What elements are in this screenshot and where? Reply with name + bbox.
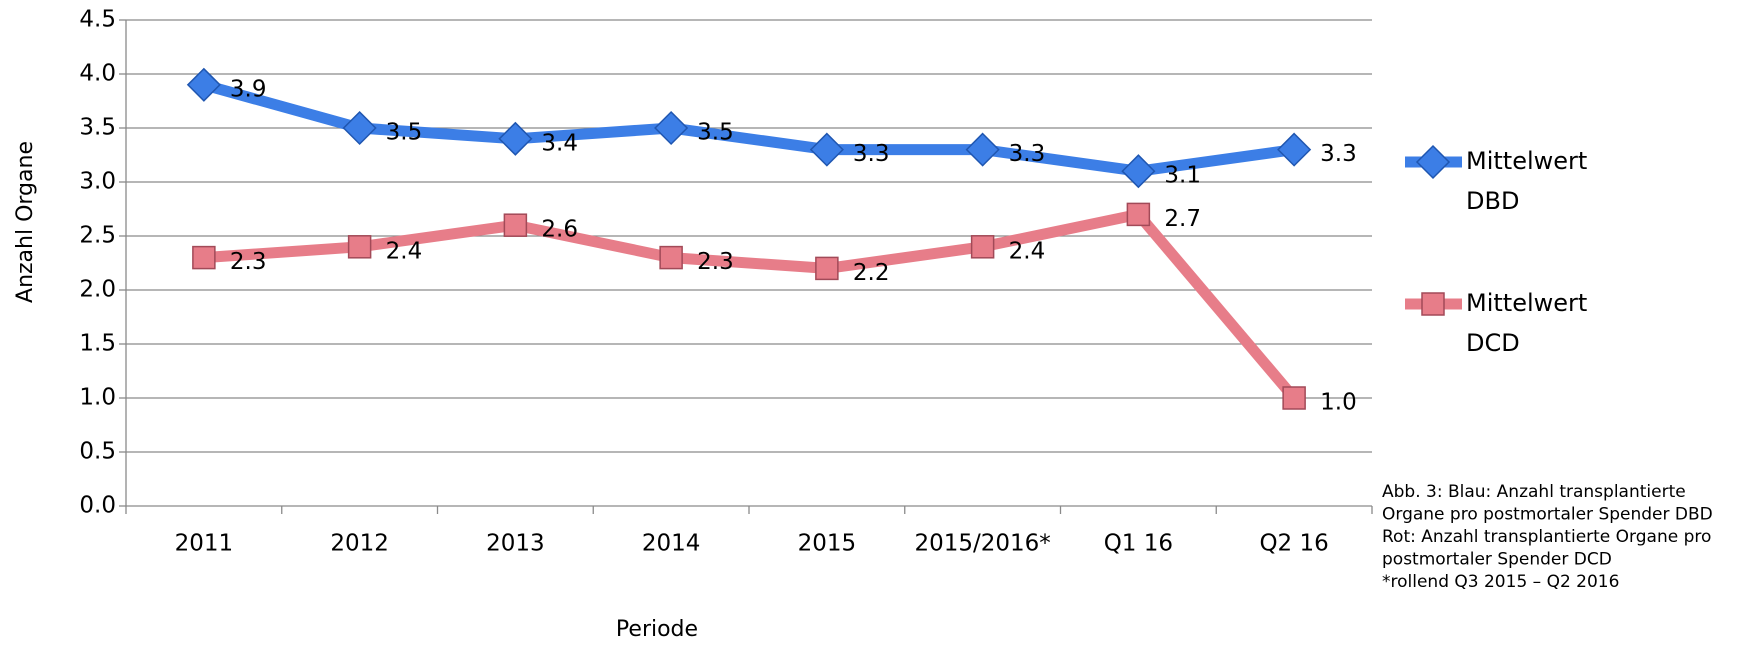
data-point [192, 245, 216, 270]
data-point [815, 256, 839, 281]
data-label: 3.3 [853, 141, 890, 167]
legend-label: Mittelwert DCD [1466, 289, 1587, 357]
y-tick-label: 3.5 [79, 115, 116, 141]
data-point [654, 110, 689, 146]
data-label: 3.5 [386, 120, 423, 146]
data-label: 2.2 [853, 260, 890, 286]
y-tick-label: 2.0 [79, 277, 116, 303]
data-point [809, 132, 844, 167]
data-label: 2.6 [541, 217, 578, 243]
data-point [186, 67, 221, 102]
data-label: 3.3 [1320, 141, 1357, 167]
legend-label-line: DBD [1466, 187, 1519, 215]
series-line [203, 208, 1299, 402]
y-tick-label: 0.5 [79, 439, 116, 465]
x-tick-label: Q1 16 [1104, 531, 1173, 557]
x-axis-label: Periode [616, 617, 698, 642]
data-point [1277, 132, 1312, 167]
y-axis-label: Anzahl Organe [13, 141, 38, 303]
note: Rot: Anzahl transplantierte Organe pro [1382, 527, 1711, 547]
data-label: 2.4 [1009, 238, 1046, 264]
note: Organe pro postmortaler Spender DBD [1382, 505, 1713, 525]
y-tick-label: 1.5 [79, 331, 116, 357]
series-line [202, 79, 1295, 177]
legend-marker [1421, 292, 1445, 316]
data-label: 2.4 [386, 238, 423, 264]
note: *rollend Q3 2015 – Q2 2016 [1382, 572, 1619, 592]
data-point [498, 121, 533, 156]
y-tick-label: 3.0 [79, 169, 116, 195]
data-point [1126, 202, 1151, 227]
x-tick-label: 2012 [330, 531, 389, 557]
data-point [347, 235, 372, 259]
y-tick-label: 0.0 [79, 493, 116, 519]
legend-label-line: Mittelwert [1466, 289, 1587, 317]
data-label: 3.4 [541, 130, 578, 156]
legend-marker [1415, 144, 1451, 180]
legend-label-line: DCD [1466, 329, 1520, 357]
y-tick-label: 2.5 [79, 223, 116, 249]
y-tick-label: 4.0 [79, 61, 116, 87]
data-point [970, 235, 995, 259]
y-tick-label: 1.0 [79, 385, 116, 411]
data-point [1121, 154, 1156, 189]
data-label: 3.5 [697, 120, 734, 146]
x-tick-label: 2015 [798, 531, 857, 557]
data-label: 1.0 [1320, 390, 1357, 416]
data-label: 2.3 [230, 249, 267, 275]
data-point [503, 213, 528, 237]
x-tick-label: 2011 [175, 531, 234, 557]
data-label: 2.3 [697, 249, 734, 275]
data-label: 2.7 [1164, 206, 1201, 232]
data-point [965, 132, 1000, 167]
x-tick-label: Q2 16 [1259, 531, 1328, 557]
x-tick-label: 2015/2016* [914, 531, 1050, 557]
data-label: 3.9 [230, 76, 267, 102]
note: postmortaler Spender DCD [1382, 550, 1612, 570]
x-tick-label: 2013 [486, 531, 545, 557]
data-point [342, 110, 377, 146]
y-tick-label: 4.5 [79, 7, 116, 33]
note: Abb. 3: Blau: Anzahl transplantierte [1382, 482, 1686, 502]
legend-label-line: Mittelwert [1466, 147, 1587, 175]
x-tick-label: 2014 [642, 531, 701, 557]
data-label: 3.1 [1164, 163, 1201, 189]
data-label: 3.3 [1009, 141, 1046, 167]
legend-label: Mittelwert DBD [1466, 147, 1587, 215]
data-point [659, 245, 683, 270]
data-point [1282, 386, 1306, 410]
